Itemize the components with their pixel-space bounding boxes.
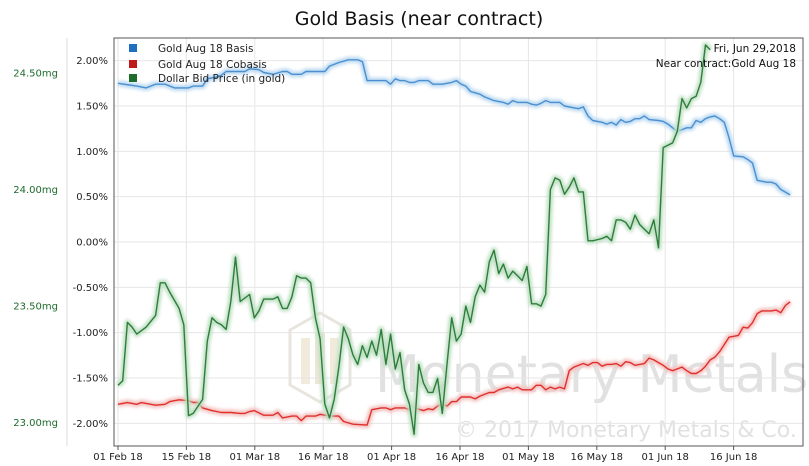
y-left-tick-label: -1.50% [73,374,108,385]
y-left-tick-label: 2.00% [76,56,108,67]
info-date: Fri, Jun 29,2018 [714,43,796,55]
y-left-axis-ticks: 2.00% 1.50% 1.00% 0.50% 0.00% -0.50% -1.00% -1.… [73,56,108,430]
x-tick-label: 16 Apr 18 [435,452,484,463]
legend: Gold Aug 18 Basis Gold Aug 18 Cobasis Do… [129,43,285,85]
y-left-tick-label: -2.00% [73,419,108,430]
legend-swatch-basis [129,44,137,52]
y-right-axis-ticks: 24.50mg 24.00mg 23.50mg 23.00mg [13,68,58,429]
watermark-copyright: © 2017 Monetary Metals & Co. [455,418,797,443]
x-tick-label: 01 Apr 18 [367,452,416,463]
info-box: Fri, Jun 29,2018 Near contract:Gold Aug … [656,43,796,70]
series-layer [115,42,792,438]
y-left-tick-label: -0.50% [73,283,108,294]
y-left-tick-label: 0.00% [76,238,108,249]
y-left-tick-label: 1.50% [76,102,108,113]
x-tick-label: 01 Jun 18 [641,452,688,463]
y-left-tick-label: 1.00% [76,147,108,158]
info-contract: Near contract:Gold Aug 18 [656,58,796,70]
x-axis-ticks: 01 Feb 18 15 Feb 18 01 Mar 18 16 Mar 18 01 A… [93,446,757,463]
y-left-tick-label: 0.50% [76,192,108,203]
chart-title: Gold Basis (near contract) [295,8,543,30]
y-right-tick-label: 23.00mg [13,418,58,429]
x-tick-label: 16 Jun 18 [710,452,757,463]
series-line-cobasis [117,301,791,426]
legend-swatch-dollar [129,74,137,82]
series-line-dollar-bid [117,44,711,435]
y-right-tick-label: 23.50mg [13,302,58,313]
x-tick-label: 16 May 18 [571,452,623,463]
legend-label-cobasis: Gold Aug 18 Cobasis [158,59,267,71]
legend-label-dollar: Dollar Bid Price (in gold) [158,73,285,85]
x-tick-label: 01 Mar 18 [229,452,280,463]
x-tick-label: 01 Feb 18 [93,452,143,463]
x-tick-label: 01 May 18 [502,452,554,463]
legend-swatch-cobasis [129,60,137,68]
x-tick-label: 15 Feb 18 [162,452,212,463]
plot-frame [113,37,804,447]
series-line-basis [117,59,791,196]
y-right-tick-label: 24.50mg [13,68,58,79]
y-left-tick-label: -1.00% [73,328,108,339]
x-tick-label: 16 Mar 18 [298,452,349,463]
legend-label-basis: Gold Aug 18 Basis [158,43,254,55]
y-right-tick-label: 24.00mg [13,185,58,196]
